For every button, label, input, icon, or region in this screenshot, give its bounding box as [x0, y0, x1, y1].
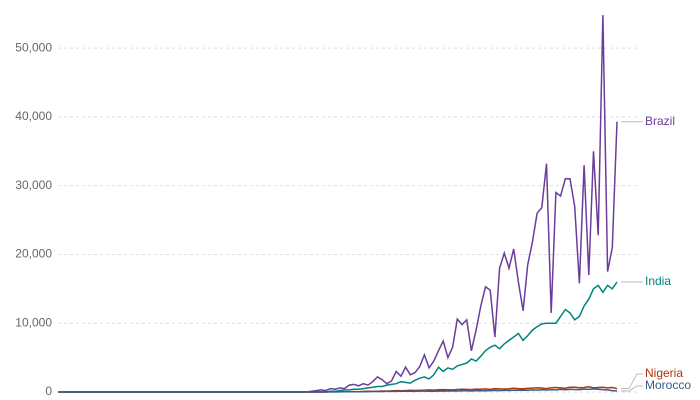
y-tick-label: 30,000 — [15, 178, 52, 192]
series-line — [58, 15, 618, 393]
y-tick-label: 50,000 — [15, 40, 52, 54]
y-tick-label: 0 — [45, 384, 52, 398]
leader-line — [621, 385, 643, 392]
y-tick-label: 20,000 — [15, 247, 52, 261]
series-label: India — [645, 274, 671, 288]
series-label: Nigeria — [645, 366, 683, 380]
y-tick-label: 40,000 — [15, 109, 52, 123]
series-label: Morocco — [645, 378, 691, 392]
series-line — [58, 281, 618, 393]
series-line — [58, 388, 618, 393]
series-label: Brazil — [645, 114, 675, 128]
leader-line — [621, 373, 643, 390]
y-tick-label: 10,000 — [15, 315, 52, 329]
